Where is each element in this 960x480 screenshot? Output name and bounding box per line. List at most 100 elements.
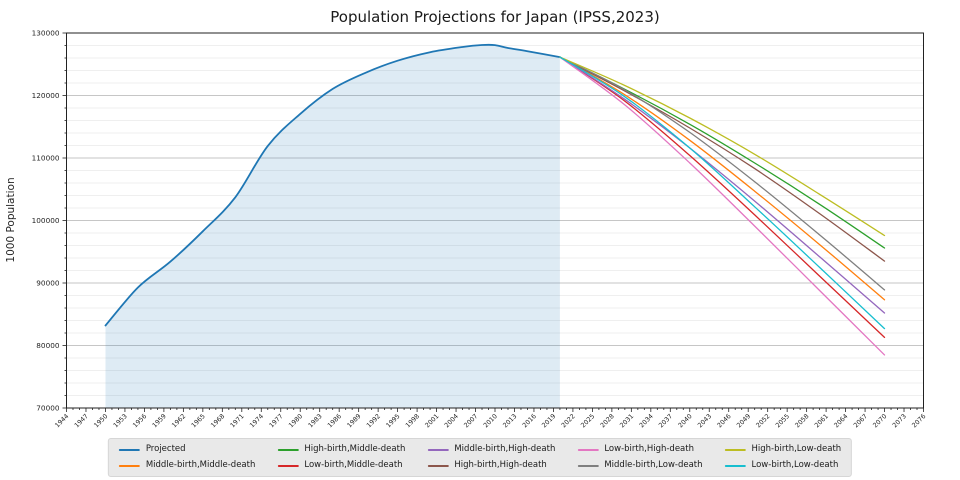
x-tick-label: 2013 (501, 412, 518, 429)
legend-label: Low-birth,Low-death (751, 460, 839, 470)
series-lines (104, 43, 886, 408)
x-tick-label: 2067 (852, 412, 869, 429)
x-tick-label: 1974 (248, 412, 265, 429)
x-axis-ticks (66, 408, 924, 412)
y-tick-label: 110000 (32, 154, 60, 163)
x-tick-label: 1986 (326, 412, 343, 429)
x-tick-label: 2037 (657, 412, 674, 429)
chart-title: Population Projections for Japan (IPSS,2… (330, 8, 660, 26)
legend-line-swatch (724, 464, 746, 467)
y-axis-ticks (62, 32, 67, 409)
y-tick-label: 120000 (32, 91, 60, 100)
legend-item-high-birth-high-death: High-birth,High-death (427, 458, 555, 473)
x-tick-label: 2040 (677, 412, 694, 429)
y-tick-label: 70000 (36, 404, 60, 413)
legend-item-projected: Projected (118, 442, 256, 457)
x-tick-label: 1956 (131, 412, 148, 429)
historical-area (105, 44, 560, 408)
x-axis-tick-labels: 1944 1947 1950 1953 1956 1959 1962 1965 1968 1971… (53, 412, 927, 429)
y-tick-label: 80000 (36, 341, 60, 350)
x-tick-label: 2025 (579, 412, 596, 429)
y-minor-gridlines (66, 45, 924, 396)
x-tick-label: 2010 (482, 412, 499, 429)
x-tick-label: 2076 (910, 412, 927, 429)
series-line-middle-birth-middle-death (559, 56, 886, 301)
series-line-middle-birth-low-death (559, 56, 886, 291)
x-tick-label: 2004 (443, 412, 460, 429)
legend-label: Middle-birth,Low-death (604, 460, 703, 470)
legend-item-high-birth-low-death: High-birth,Low-death (724, 442, 842, 457)
series-line-middle-birth-high-death (559, 56, 886, 314)
series-line-high-birth-high-death (559, 56, 886, 262)
x-tick-label: 2001 (423, 412, 440, 429)
legend-line-swatch (277, 464, 299, 467)
legend-label: High-birth,Low-death (751, 444, 842, 454)
legend-line-swatch (277, 448, 299, 451)
x-tick-label: 2055 (774, 412, 791, 429)
legend-label: Projected (145, 444, 186, 454)
legend-item-low-birth-middle-death: Low-birth,Middle-death (277, 458, 405, 473)
x-tick-label: 1950 (92, 412, 109, 429)
legend-line-swatch (724, 448, 746, 451)
legend-item-low-birth-low-death: Low-birth,Low-death (724, 458, 842, 473)
legend-label: Middle-birth,High-death (454, 444, 556, 454)
x-tick-label: 1989 (345, 412, 362, 429)
series-line-low-birth-low-death (559, 56, 886, 330)
legend-item-middle-birth-middle-death: Middle-birth,Middle-death (118, 458, 256, 473)
x-tick-label: 2022 (560, 412, 577, 429)
legend-line-swatch (577, 464, 599, 467)
x-tick-label: 1953 (112, 412, 129, 429)
legend-line-swatch (427, 464, 449, 467)
series-line-low-birth-high-death (559, 56, 886, 356)
x-tick-label: 2034 (638, 412, 655, 429)
x-tick-label: 1980 (287, 412, 304, 429)
x-tick-label: 1968 (209, 412, 226, 429)
legend-line-swatch (577, 448, 599, 451)
legend-line-swatch (427, 448, 449, 451)
x-tick-label: 1977 (268, 412, 285, 429)
x-tick-label: 2016 (521, 412, 538, 429)
y-axis-label: 1000 Population (5, 177, 17, 263)
series-line-low-birth-middle-death (559, 56, 886, 339)
x-tick-label: 1944 (53, 412, 70, 429)
x-tick-label: 1983 (306, 412, 323, 429)
x-tick-label: 2019 (540, 412, 557, 429)
chart-legend: Projected Middle-birth,Middle-death High-b… (107, 438, 853, 477)
legend-item-low-birth-high-death: Low-birth,High-death (577, 442, 702, 457)
x-tick-label: 2052 (754, 412, 771, 429)
legend-item-middle-birth-low-death: Middle-birth,Low-death (577, 458, 703, 473)
legend-item-middle-birth-high-death: Middle-birth,High-death (427, 442, 555, 457)
x-tick-label: 1965 (190, 412, 207, 429)
legend-label: High-birth,Middle-death (304, 444, 406, 454)
legend-line-swatch (118, 464, 140, 467)
x-tick-label: 2043 (696, 412, 713, 429)
x-tick-label: 2031 (618, 412, 635, 429)
x-tick-label: 2046 (715, 412, 732, 429)
legend-label: Low-birth,High-death (604, 444, 694, 454)
x-tick-label: 2070 (871, 412, 888, 429)
x-tick-label: 1962 (170, 412, 187, 429)
x-tick-label: 1992 (365, 412, 382, 429)
y-tick-label: 90000 (36, 279, 60, 288)
legend-line-swatch (118, 448, 140, 451)
x-tick-label: 2073 (891, 412, 908, 429)
x-tick-label: 1995 (384, 412, 401, 429)
x-tick-label: 2058 (793, 412, 810, 429)
y-tick-label: 130000 (32, 29, 60, 38)
x-tick-label: 1998 (404, 412, 421, 429)
y-axis-tick-labels: 70000 80000 90000 100000 110000 120000 130000 (32, 29, 60, 413)
y-tick-label: 100000 (32, 216, 60, 225)
legend-label: Middle-birth,Middle-death (145, 460, 256, 470)
x-tick-label: 2049 (735, 412, 752, 429)
legend-label: High-birth,High-death (454, 460, 547, 470)
x-tick-label: 1971 (229, 412, 246, 429)
legend-label: Low-birth,Middle-death (304, 460, 403, 470)
x-tick-label: 1947 (73, 412, 90, 429)
series-line-high-birth-low-death (559, 56, 886, 237)
x-tick-label: 2061 (813, 412, 830, 429)
legend-item-high-birth-middle-death: High-birth,Middle-death (277, 442, 405, 457)
x-tick-label: 1959 (151, 412, 168, 429)
x-tick-label: 2064 (832, 412, 849, 429)
